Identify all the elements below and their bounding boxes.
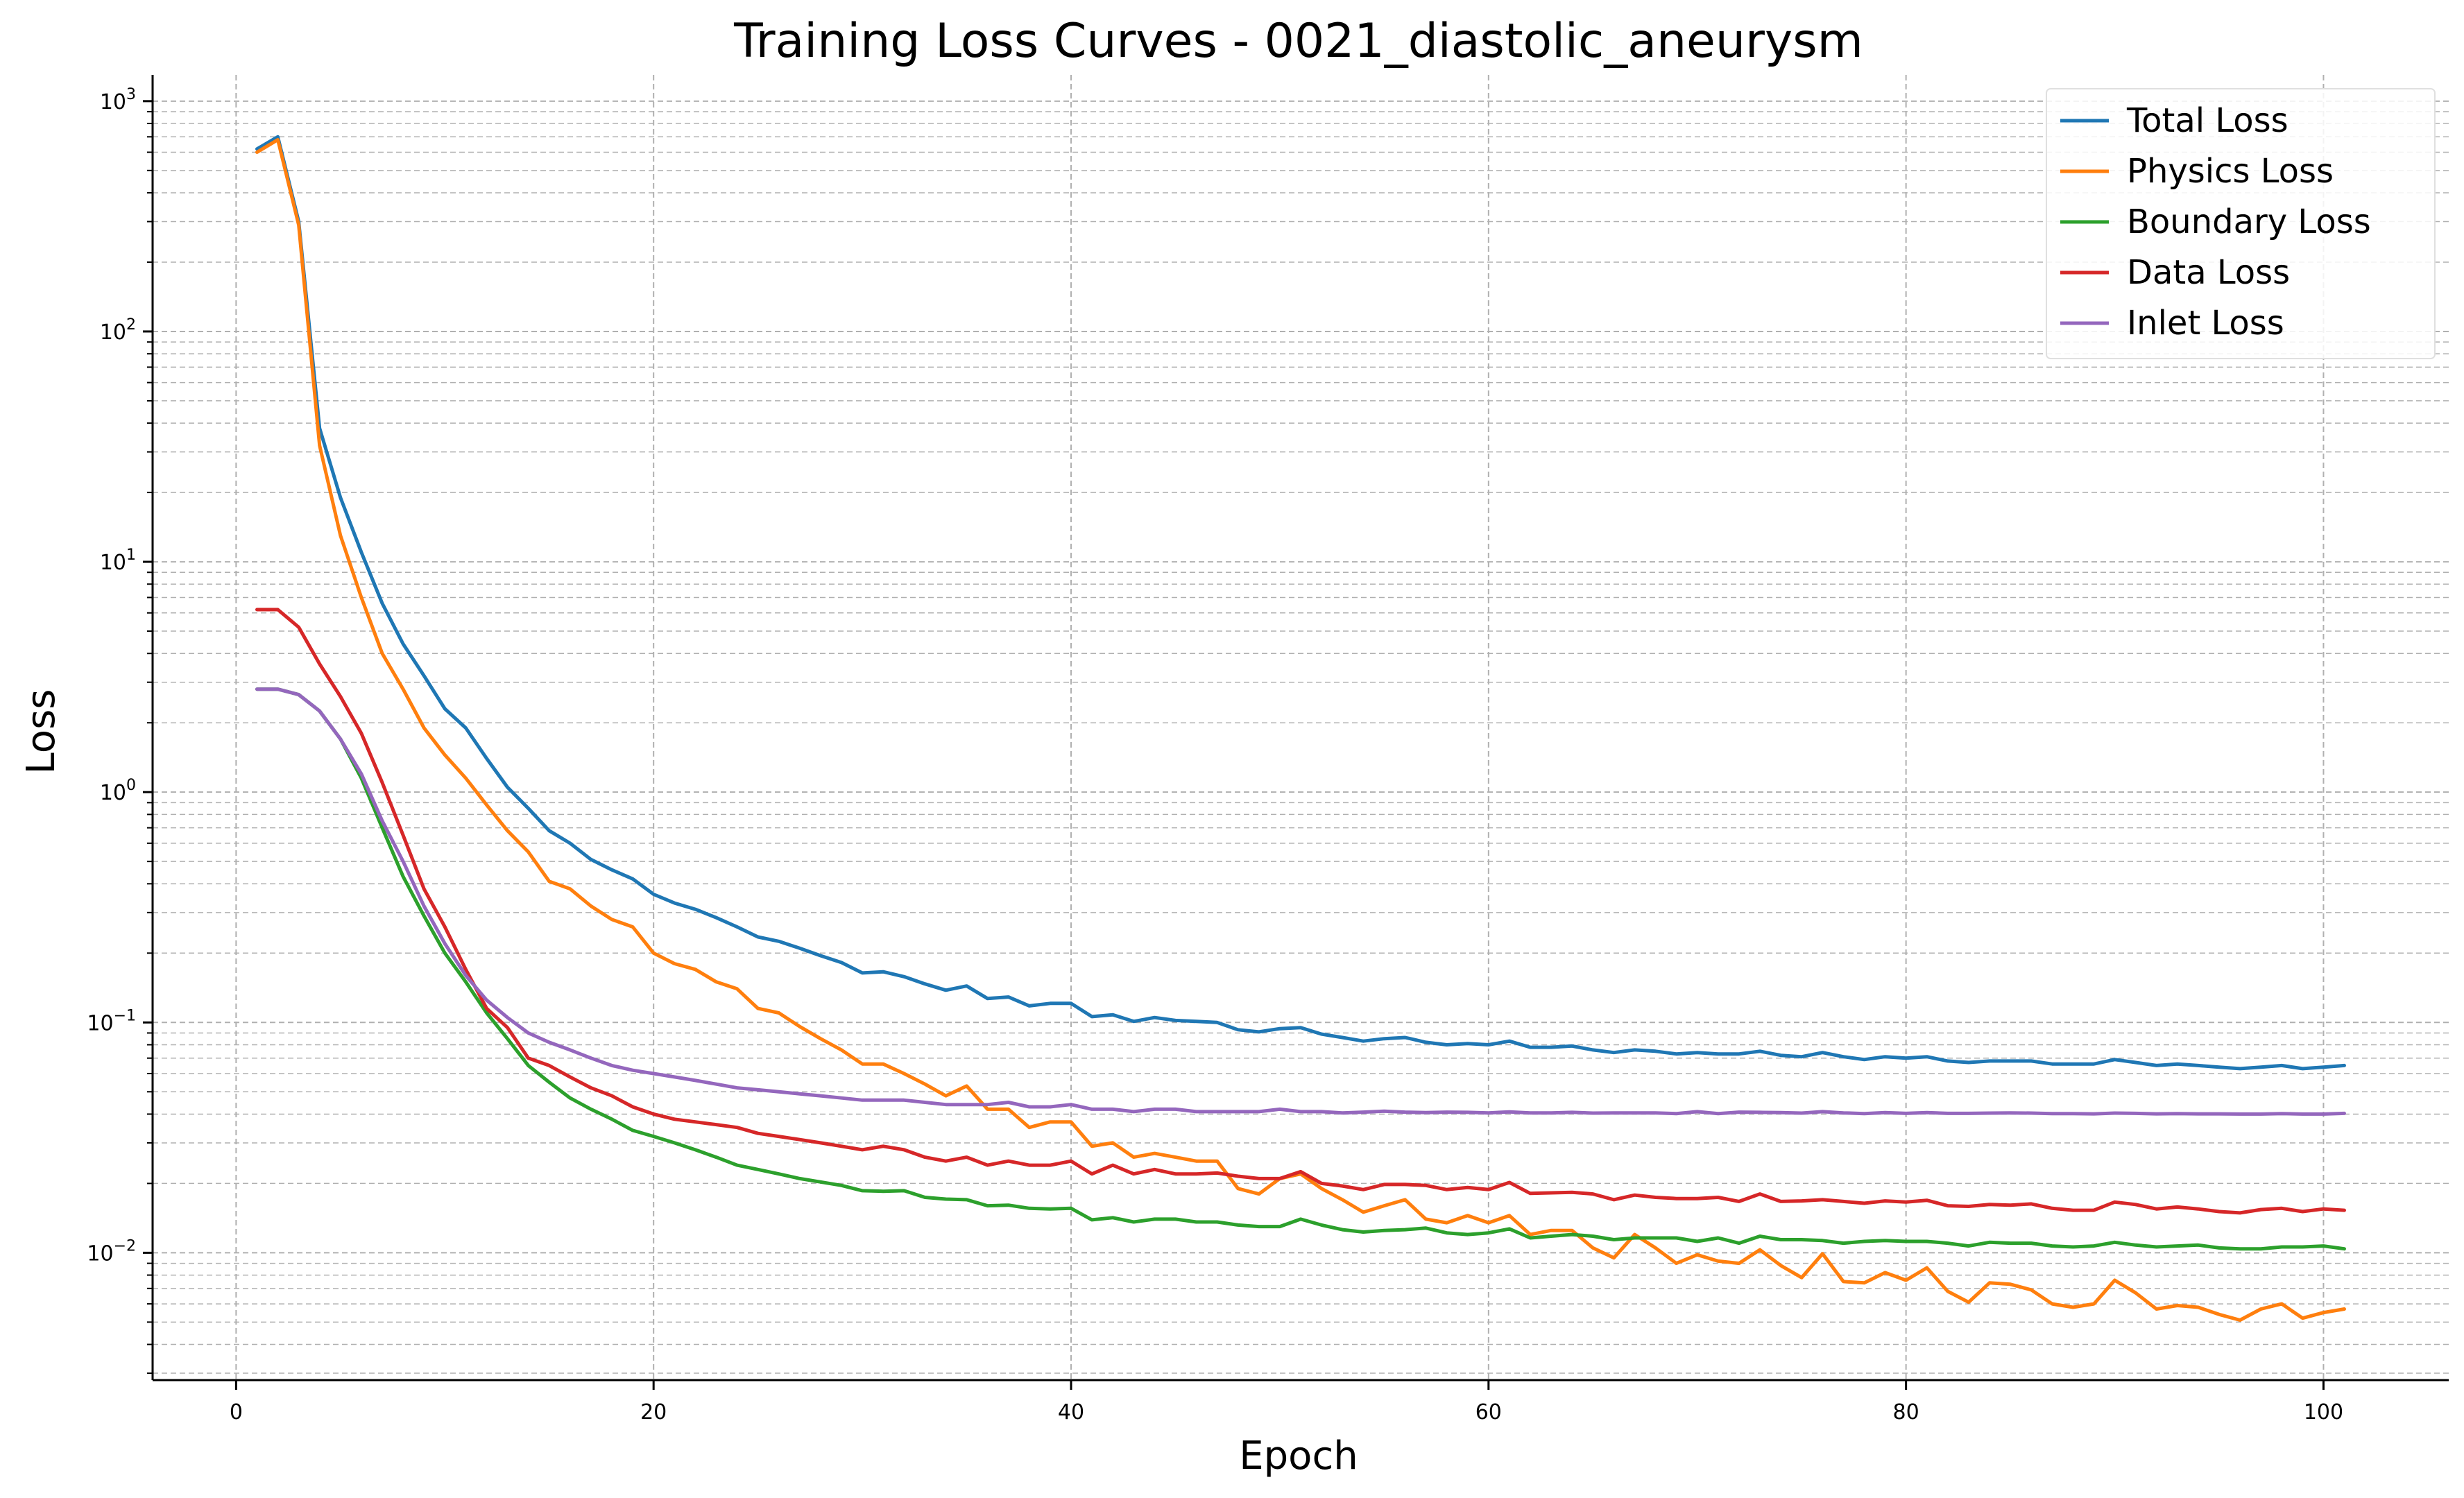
y-tick-label: 10−2 [87,1237,136,1266]
grid-lines [153,75,2449,1380]
legend-label-inlet-loss: Inlet Loss [2127,304,2284,343]
legend-box [2046,88,2436,359]
series-line-boundary-loss [255,687,2346,1251]
series-lines [255,135,2346,1322]
x-tick-label: 0 [230,1400,243,1424]
axes-spines [151,75,2449,1381]
legend-label-data-loss: Data Loss [2127,253,2290,292]
series-line-physics-loss [255,138,2346,1322]
x-tick-label: 80 [1893,1400,1919,1424]
y-tick-label: 102 [100,316,136,345]
series-line-total-loss [255,135,2346,1071]
legend-label-total-loss: Total Loss [2126,101,2288,140]
x-axis-label: Epoch [1239,1434,1358,1479]
y-tick-label: 103 [100,86,136,114]
x-tick-label: 40 [1058,1400,1084,1424]
y-tick-label: 100 [100,777,136,805]
legend-label-physics-loss: Physics Loss [2127,152,2334,191]
x-tick-label: 100 [2304,1400,2343,1424]
legend: Total Loss Physics Loss Boundary Loss Data … [2046,88,2436,359]
series-line-inlet-loss [255,687,2346,1116]
y-tick-label: 10−1 [87,1007,136,1035]
x-tick-label: 20 [640,1400,667,1424]
x-tick-label: 60 [1475,1400,1502,1424]
x-axis-ticks: 0 20 40 60 80 100 [230,1380,2343,1424]
y-tick-label: 101 [100,546,136,575]
series-line-data-loss [255,608,2346,1215]
chart-title: Training Loss Curves - 0021_diastolic_an… [733,14,1863,69]
y-axis-ticks: 103 102 101 100 10−1 10−2 [87,86,153,1375]
y-axis-label: Loss [19,689,64,775]
legend-label-boundary-loss: Boundary Loss [2127,203,2371,241]
